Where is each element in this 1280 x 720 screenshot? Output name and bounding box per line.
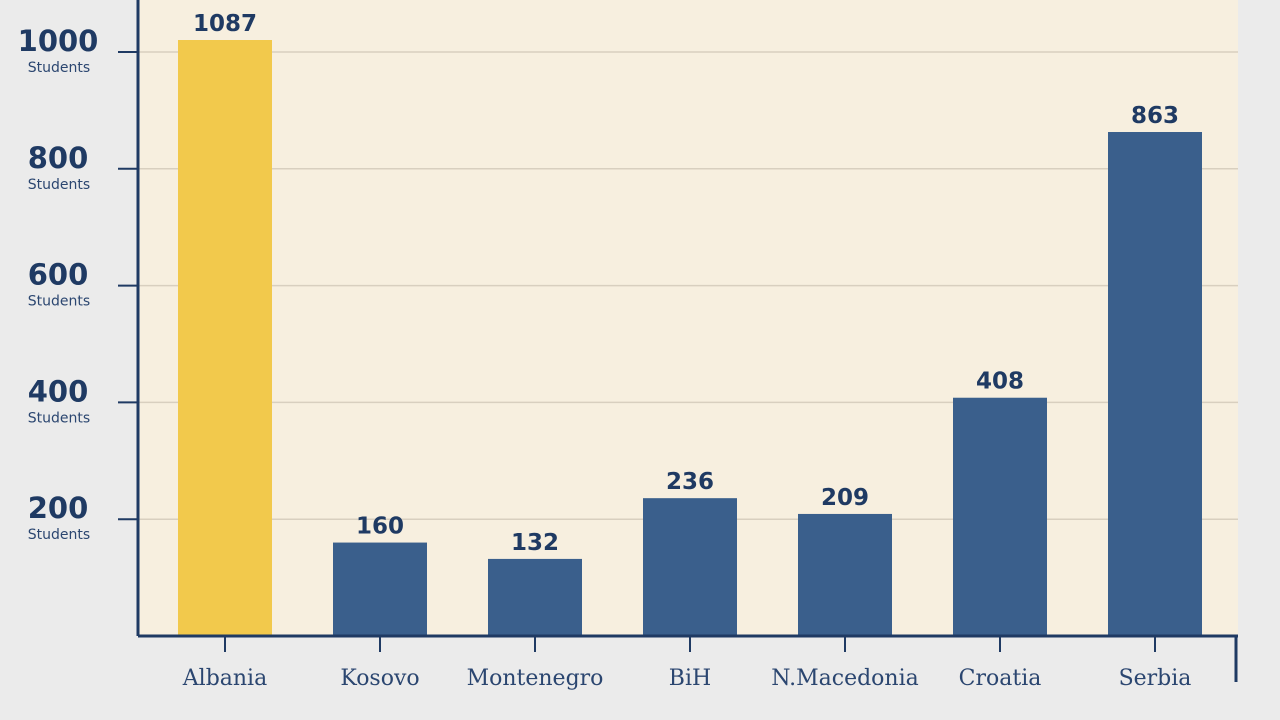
y-tick-unit: Students xyxy=(28,177,90,193)
y-tick-unit: Students xyxy=(28,60,90,76)
bar-montenegro xyxy=(488,558,582,636)
y-tick-label: 800 xyxy=(28,141,89,175)
bar-value-label: 236 xyxy=(666,469,714,495)
bar-albania xyxy=(178,40,272,636)
x-tick-label: Kosovo xyxy=(340,666,419,691)
bar-serbia xyxy=(1108,132,1202,636)
x-tick-label: Croatia xyxy=(959,666,1042,691)
y-tick-label: 400 xyxy=(28,374,89,408)
bar-bih xyxy=(643,498,737,636)
bar-value-label: 1087 xyxy=(193,11,257,37)
y-tick-label: 600 xyxy=(28,258,89,292)
bar-value-label: 408 xyxy=(976,369,1024,395)
bar-value-label: 209 xyxy=(821,485,869,511)
bar-n-macedonia xyxy=(798,513,892,636)
y-tick-label: 200 xyxy=(28,491,89,525)
y-tick-unit: Students xyxy=(28,410,90,426)
y-tick-unit: Students xyxy=(28,294,90,310)
y-tick-label: 1000 xyxy=(18,24,99,58)
bar-kosovo xyxy=(333,542,427,636)
bar-value-label: 132 xyxy=(511,530,559,556)
bar-value-label: 160 xyxy=(356,514,404,540)
x-tick-label: Montenegro xyxy=(467,666,604,691)
x-tick-label: N.Macedonia xyxy=(771,666,918,691)
y-tick-unit: Students xyxy=(28,527,90,543)
x-tick-label: Albania xyxy=(182,666,267,691)
bar-croatia xyxy=(953,397,1047,636)
x-tick-label: BiH xyxy=(669,666,711,691)
x-tick-label: Serbia xyxy=(1119,666,1192,691)
bar-value-label: 863 xyxy=(1131,103,1179,129)
